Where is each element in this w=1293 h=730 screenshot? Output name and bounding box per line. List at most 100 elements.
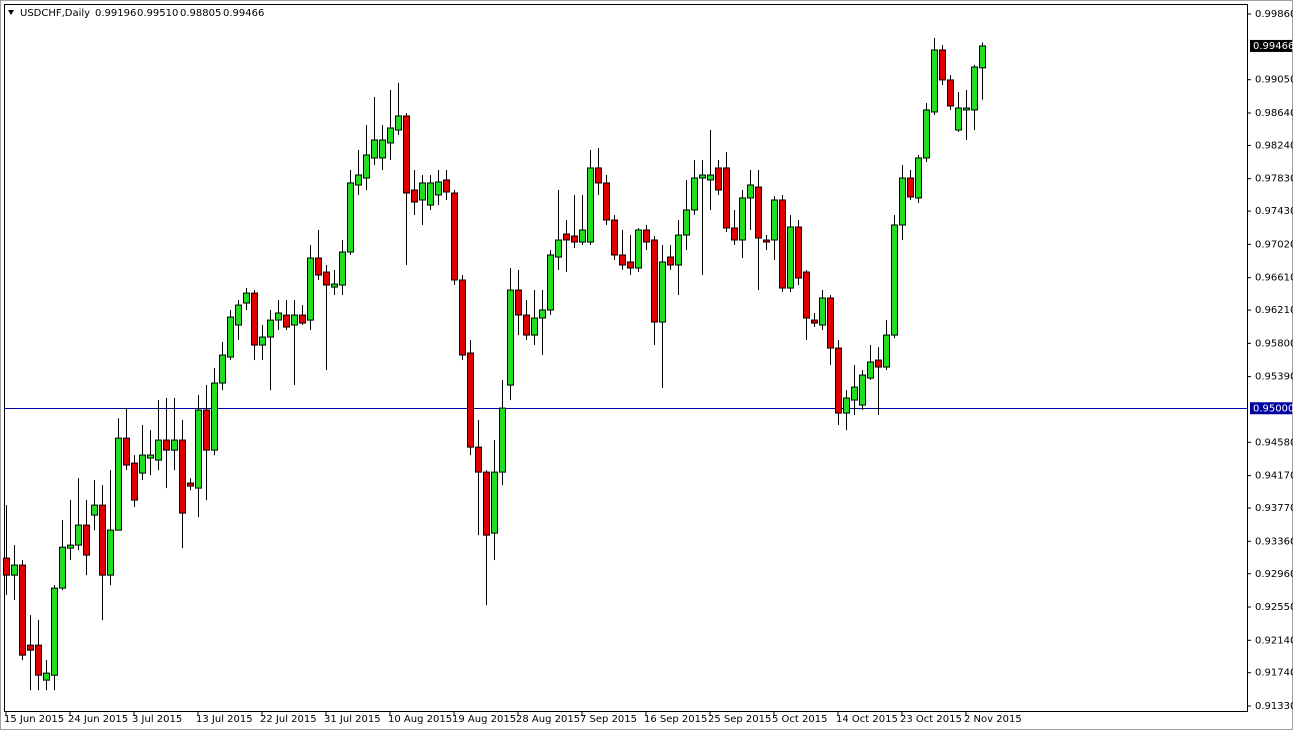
level-label-box — [1250, 402, 1292, 415]
candle-body — [339, 251, 346, 286]
candle-body — [491, 471, 498, 534]
candle-body — [603, 182, 610, 221]
y-tick-label: 0.96610 — [1255, 273, 1293, 284]
candle-body — [891, 224, 898, 336]
y-tick-label: 0.97020 — [1255, 239, 1293, 250]
candle-body — [323, 271, 330, 286]
candle-body — [587, 167, 594, 243]
menu-arrow[interactable] — [8, 10, 14, 15]
candle-body — [435, 181, 442, 196]
candle-body — [779, 199, 786, 289]
candle-body — [171, 439, 178, 451]
x-tick-label: 3 Jul 2015 — [132, 714, 182, 725]
candle-body — [803, 271, 810, 319]
candle-body — [203, 409, 210, 451]
y-tick-label: 0.99050 — [1255, 75, 1293, 86]
candle-body — [75, 524, 82, 546]
candle-body — [483, 471, 490, 536]
candle-body — [475, 446, 482, 473]
candle-body — [819, 297, 826, 326]
y-tick-label: 0.96210 — [1255, 305, 1293, 316]
candle-body — [795, 226, 802, 279]
candle-body — [19, 564, 26, 656]
candle-body — [427, 182, 434, 206]
candle-body — [371, 139, 378, 159]
candle-body — [459, 279, 466, 356]
y-tick-label: 0.94580 — [1255, 437, 1293, 448]
x-tick-label: 28 Aug 2015 — [516, 714, 580, 725]
candle-body — [691, 177, 698, 211]
candle-body — [299, 314, 306, 324]
candle-body — [219, 354, 226, 384]
candle-body — [403, 115, 410, 194]
candle-body — [347, 182, 354, 253]
x-tick-label: 25 Sep 2015 — [708, 714, 771, 725]
y-tick-label: 0.91330 — [1255, 701, 1293, 712]
candle-body — [723, 167, 730, 229]
y-tick-label: 0.95390 — [1255, 372, 1293, 383]
candle-body — [835, 347, 842, 414]
y-tick-label: 0.92140 — [1255, 635, 1293, 646]
y-tick-label: 0.97830 — [1255, 174, 1293, 185]
x-tick-label: 19 Aug 2015 — [452, 714, 516, 725]
candle-body — [419, 182, 426, 201]
last-price-label-box — [1250, 39, 1292, 52]
x-tick-label: 13 Jul 2015 — [196, 714, 253, 725]
candle-body — [875, 359, 882, 368]
y-tick-label: 0.99860 — [1255, 9, 1293, 20]
candle-body — [771, 199, 778, 241]
candle-body — [11, 564, 18, 576]
candle-body — [851, 386, 858, 401]
candle-body — [379, 139, 386, 159]
candle-body — [227, 316, 234, 358]
candle-body — [115, 437, 122, 531]
x-tick-label: 24 Jun 2015 — [68, 714, 128, 725]
candle-body — [747, 184, 754, 199]
candle-body — [395, 115, 402, 131]
candle-body — [179, 439, 186, 514]
plot-border — [4, 4, 1248, 712]
candle-body — [827, 297, 834, 349]
x-tick-label: 31 Jul 2015 — [324, 714, 381, 725]
y-tick-label: 0.92550 — [1255, 602, 1293, 613]
x-tick-label: 23 Oct 2015 — [900, 714, 962, 725]
quote-label: 0.99466 — [223, 8, 264, 19]
candle-body — [51, 587, 58, 676]
candle-body — [91, 504, 98, 516]
candle-body — [499, 407, 506, 473]
candle-body — [715, 167, 722, 191]
candle-body — [579, 229, 586, 243]
candle-body — [739, 197, 746, 241]
level-label: 0.95000 — [1253, 403, 1293, 414]
candle-body — [107, 529, 114, 576]
candle-body — [363, 154, 370, 179]
candle-body — [331, 283, 338, 288]
candle-body — [611, 219, 618, 256]
candle-body — [939, 49, 946, 81]
candle-body — [27, 644, 34, 651]
x-tick-label: 2 Nov 2015 — [964, 714, 1022, 725]
candle-body — [923, 109, 930, 159]
y-tick-label: 0.97430 — [1255, 206, 1293, 217]
candle-body — [907, 177, 914, 198]
candle-body — [531, 317, 538, 336]
candle-body — [867, 361, 874, 379]
candle-body — [267, 319, 274, 338]
candle-body — [235, 304, 242, 326]
y-tick-label: 0.95800 — [1255, 338, 1293, 349]
candle-body — [131, 462, 138, 501]
candle-body — [259, 336, 266, 346]
y-tick-label: 0.91740 — [1255, 668, 1293, 679]
y-tick-label: 0.93770 — [1255, 503, 1293, 514]
candle-body — [915, 157, 922, 199]
candle-body — [843, 397, 850, 414]
candle-body — [659, 261, 666, 323]
candle-body — [67, 544, 74, 549]
candle-body — [619, 254, 626, 266]
candle-body — [283, 314, 290, 328]
candle-body — [859, 374, 866, 406]
x-tick-label: 15 Jun 2015 — [4, 714, 64, 725]
candle-body — [211, 382, 218, 451]
